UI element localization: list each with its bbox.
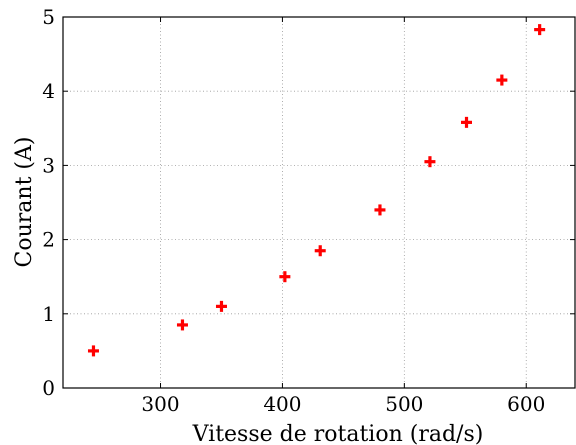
data-point [215, 300, 227, 312]
grid-lines [63, 17, 575, 388]
data-points [87, 24, 546, 357]
x-tick-label: 400 [263, 392, 301, 416]
y-tick-label: 1 [42, 302, 55, 326]
data-point [176, 319, 188, 331]
plot-frame [62, 16, 576, 389]
y-tick-label: 5 [42, 5, 55, 29]
x-tick-label: 300 [141, 392, 179, 416]
y-axis-label: Courant (A) [12, 137, 37, 268]
data-point [534, 24, 546, 36]
data-point [279, 271, 291, 283]
y-tick-label: 3 [42, 153, 55, 177]
y-tick-label: 2 [42, 228, 55, 252]
y-tick-label: 0 [42, 376, 55, 400]
x-axis-label: Vitesse de rotation (rad/s) [192, 422, 484, 445]
data-point [314, 245, 326, 257]
data-point [461, 116, 473, 128]
x-tick-label: 600 [507, 392, 545, 416]
data-point [424, 156, 436, 168]
data-point [496, 74, 508, 86]
y-tick-label: 4 [42, 79, 55, 103]
data-point [374, 204, 386, 216]
data-point [87, 345, 99, 357]
x-tick-label: 500 [385, 392, 423, 416]
axis-ticks: 300 400 500 600 0 1 2 3 4 5 [42, 5, 575, 416]
